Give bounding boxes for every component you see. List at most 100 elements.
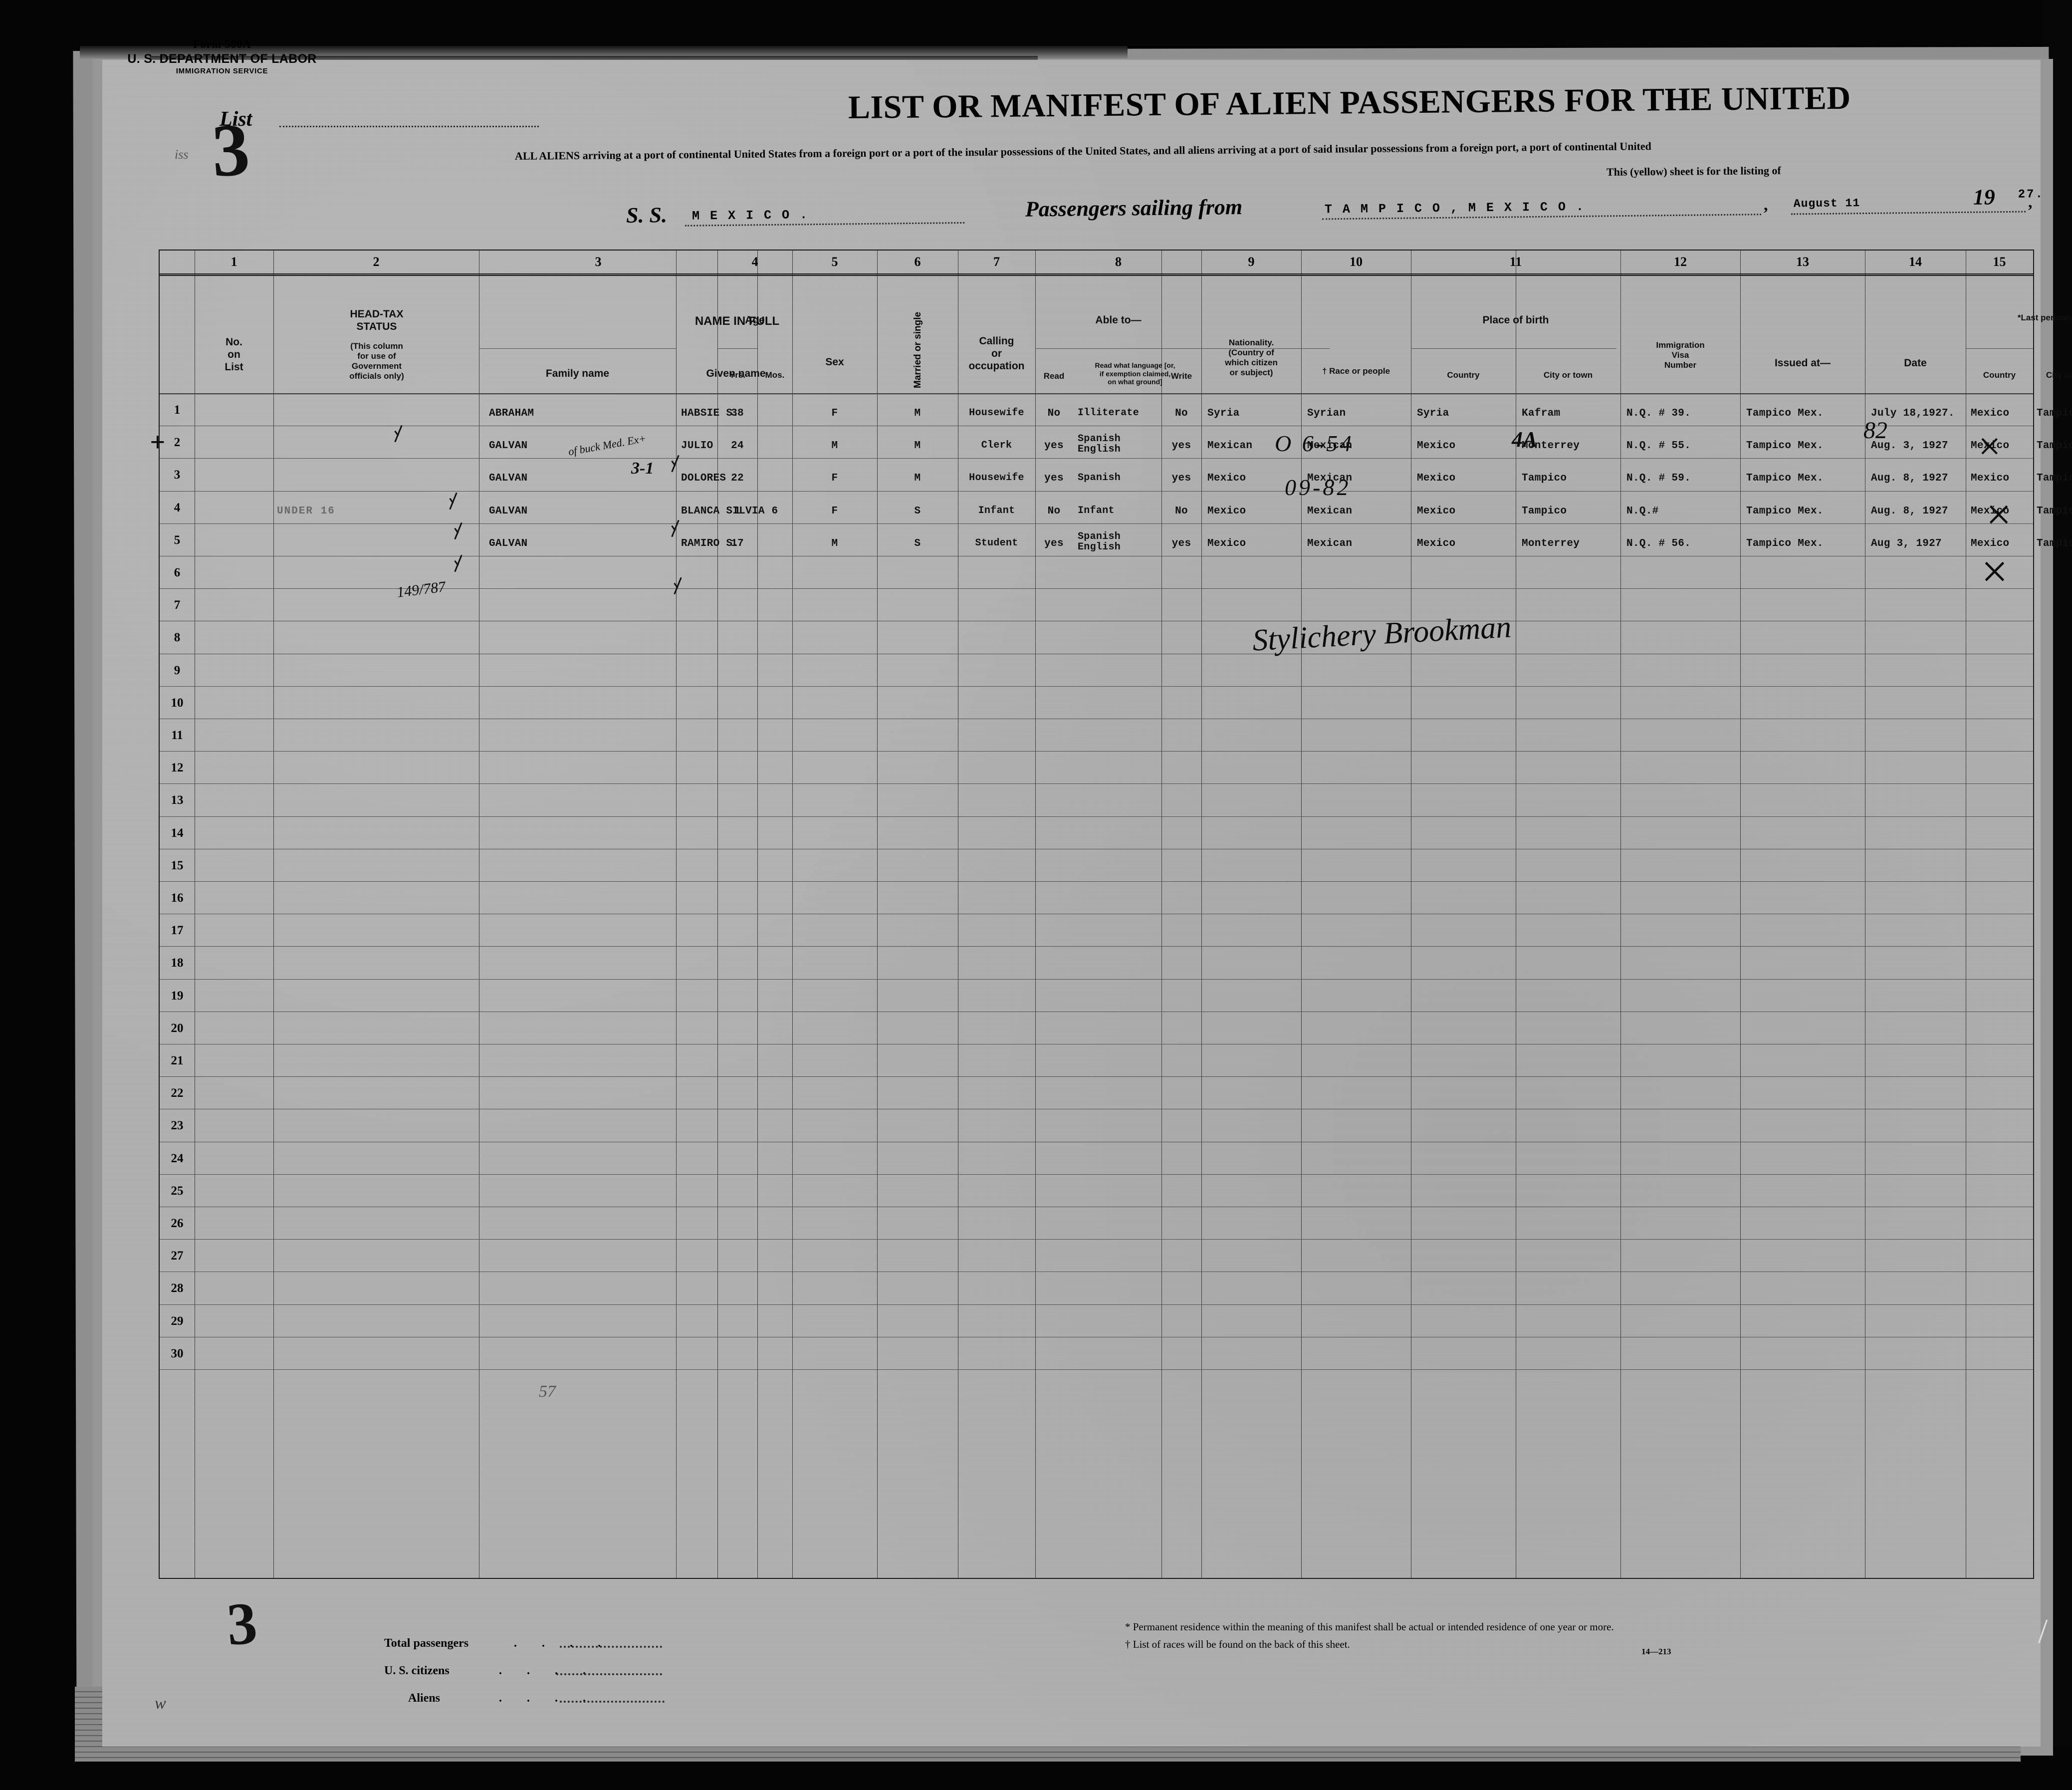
date-cell: Aug. 3, 1927: [1871, 440, 1948, 452]
year-label: 19: [1973, 185, 1996, 210]
list-rule: [279, 126, 539, 127]
marital-status-cell: S: [914, 505, 921, 517]
marital-status-cell: S: [914, 537, 921, 549]
row-number: 12: [171, 761, 184, 775]
manifest-table: 1 2 3 4 5 6 7 8 9 10 11 12 13 14 15 No. …: [159, 250, 2072, 1579]
family-name-cell: GALVAN: [489, 505, 528, 517]
row-number: 22: [171, 1086, 184, 1100]
visa-number-cell: N.Q. # 39.: [1626, 408, 1691, 419]
row-number: 25: [171, 1184, 184, 1198]
read-cell: No: [1047, 505, 1061, 517]
header-birth-city: City or town: [1543, 370, 1593, 380]
residence-country-cell: Mexico: [1971, 537, 2010, 549]
footnote-permanent-residence: * Permanent residence within the meaning…: [1125, 1621, 1614, 1633]
age-years-cell: 1: [734, 505, 741, 517]
ss-value: M E X I C O .: [691, 208, 809, 224]
residence-city-cell: Tampico: [2037, 505, 2072, 517]
footer-total-passengers-label: Total passengers: [384, 1637, 469, 1650]
age-years-cell: 24: [731, 440, 744, 452]
birth-city-cell: Monterrey: [1522, 440, 1580, 452]
header-age-years: Yrs.: [729, 370, 746, 380]
given-name-cell: BLANCA SILVIA: [681, 505, 765, 517]
form-number: Form 500A: [193, 38, 251, 50]
header-name-in-full: NAME IN FULL: [694, 314, 780, 328]
sailing-from-label: Passengers sailing from: [1025, 195, 1243, 222]
read-cell: yes: [1044, 537, 1064, 549]
age-years-cell: 38: [731, 408, 744, 419]
column-number-8: 8: [1115, 255, 1122, 269]
header-write: Write: [1170, 371, 1192, 381]
form-code: 14—213: [1641, 1647, 1671, 1656]
sex-cell: M: [831, 537, 838, 549]
given-name-cell: DOLORES: [681, 473, 726, 485]
occupation-cell: Housewife: [969, 472, 1024, 484]
occupation-cell: Student: [975, 537, 1018, 549]
header-able-to: Able to—: [1095, 314, 1142, 326]
header-no-on-list: No. on List: [225, 336, 243, 373]
row-number: 11: [171, 729, 183, 742]
row-number: 24: [171, 1151, 184, 1165]
age-months-cell: 6: [771, 505, 778, 517]
row-rule: [160, 458, 2033, 459]
row-number: 9: [174, 663, 181, 677]
column-number-4: 4: [751, 255, 758, 269]
row-number: 20: [171, 1021, 184, 1035]
row-number: 19: [171, 989, 184, 1003]
marital-status-cell: M: [914, 440, 921, 452]
sex-cell: F: [831, 408, 838, 419]
age-subhead-rule: [717, 348, 757, 349]
row-rule: [160, 1239, 2033, 1240]
birth-country-cell: Mexico: [1417, 440, 1456, 452]
row-rule: [160, 686, 2033, 687]
write-cell: yes: [1171, 537, 1191, 549]
handwritten-bottom-w: w: [155, 1694, 166, 1713]
row-rule: [160, 1174, 2033, 1175]
row-number: 23: [171, 1119, 184, 1133]
scan-background-left: [0, 0, 77, 1790]
birth-country-cell: Mexico: [1417, 473, 1456, 485]
issued-at-cell: Tampico Mex.: [1746, 408, 1824, 419]
family-name-cell: ABRAHAM: [489, 408, 534, 419]
issued-at-cell: Tampico Mex.: [1746, 505, 1824, 517]
sex-cell: F: [831, 505, 838, 517]
residence-country-cell: Mexico: [1971, 440, 2010, 452]
column-number-10: 10: [1350, 255, 1363, 269]
column-number-5: 5: [831, 255, 838, 269]
write-cell: yes: [1171, 473, 1191, 485]
header-residence-city: City or town: [2046, 370, 2072, 380]
issued-at-cell: Tampico Mex.: [1746, 440, 1824, 452]
footer-rule-1: [560, 1646, 662, 1648]
family-name-cell: GALVAN: [489, 473, 528, 485]
age-years-cell: 17: [731, 537, 744, 549]
row-number: 18: [171, 956, 184, 970]
ableto-subhead-rule: [1035, 348, 1330, 349]
residence-city-cell: Tampico: [2037, 473, 2072, 485]
row-number: 8: [174, 631, 181, 645]
sex-cell: F: [831, 473, 838, 485]
row-number: 1: [174, 403, 181, 417]
read-cell: No: [1047, 408, 1061, 419]
header-read-what-language: Read what language [or, if exemption cla…: [1095, 361, 1175, 386]
birth-country-cell: Mexico: [1417, 537, 1456, 549]
birth-city-cell: Tampico: [1522, 473, 1567, 485]
column-number-2: 2: [373, 255, 380, 269]
language-cell: Illiterate: [1078, 407, 1140, 419]
residence-city-cell: Tampico: [2037, 408, 2072, 419]
form-identification-block: Form 500A U. S. DEPARTMENT OF LABOR IMMI…: [102, 37, 342, 76]
birth-country-cell: Syria: [1417, 408, 1449, 419]
header-age: Age: [745, 314, 765, 326]
race-cell: Mexican: [1307, 440, 1353, 452]
row-rule: [160, 491, 2033, 492]
residence-country-cell: Mexico: [1971, 408, 2010, 419]
header-calling-occupation: Calling or occupation: [968, 335, 1025, 372]
header-race-or-people: † Race or people: [1322, 366, 1390, 376]
row-rule: [160, 751, 2033, 752]
column-number-11: 11: [1509, 255, 1522, 269]
birth-city-cell: Monterrey: [1522, 537, 1580, 549]
marital-status-cell: M: [914, 408, 921, 419]
row-number: 10: [171, 696, 184, 710]
department-name: U. S. DEPARTMENT OF LABOR: [127, 52, 317, 66]
row-number: 26: [171, 1217, 184, 1230]
language-cell: Spanish: [1078, 472, 1121, 484]
birth-city-cell: Kafram: [1522, 408, 1561, 419]
